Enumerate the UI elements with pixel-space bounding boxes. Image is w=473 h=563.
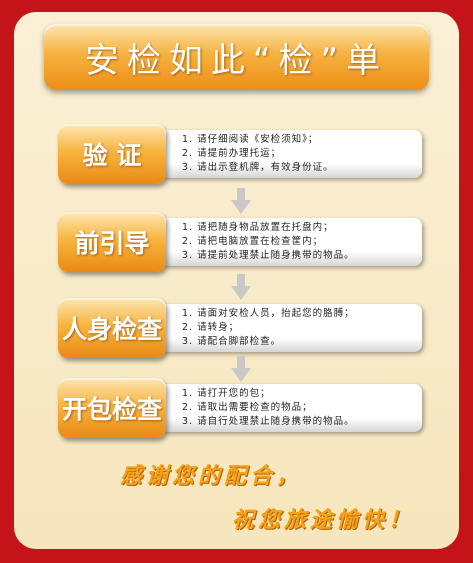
step-label-badge: 验 证: [58, 124, 166, 184]
step-label-badge: 人身检查: [58, 298, 166, 358]
instruction-line: 2. 请取出需要检查的物品；: [182, 402, 313, 413]
instruction-line: 1. 请面对安检人员，抬起您的胳膊；: [182, 308, 355, 319]
step-instructions-box: 1. 请把随身物品放置在托盘内； 2. 请把电脑放置在检查筐内； 3. 请提前处…: [160, 218, 422, 266]
arrow-down-icon: [231, 274, 251, 300]
arrow-down-icon: [231, 188, 251, 214]
step-instructions-box: 1. 请仔细阅读《安检须知》； 2. 请提前办理托运； 3. 请出示登机牌，有效…: [160, 130, 422, 178]
instruction-line: 3. 请自行处理禁止随身携带的物品。: [182, 416, 355, 427]
step-verify: 1. 请仔细阅读《安检须知》； 2. 请提前办理托运； 3. 请出示登机牌，有效…: [58, 124, 422, 184]
step-instructions-box: 1. 请打开您的包； 2. 请取出需要检查的物品； 3. 请自行处理禁止随身携带…: [160, 384, 422, 432]
instruction-line: 1. 请仔细阅读《安检须知》；: [182, 134, 319, 145]
instruction-line: 1. 请打开您的包；: [182, 388, 271, 399]
step-pre-guide: 1. 请把随身物品放置在托盘内； 2. 请把电脑放置在检查筐内； 3. 请提前处…: [58, 212, 422, 272]
poster-panel: [14, 12, 459, 549]
arrow-down-icon: [231, 356, 251, 382]
instruction-line: 2. 请把电脑放置在检查筐内；: [182, 236, 324, 247]
step-label: 前引导: [74, 229, 150, 258]
title-banner: 安检如此“检”单: [44, 24, 429, 90]
instruction-line: 2. 请转身；: [182, 322, 240, 333]
instruction-line: 3. 请提前处理禁止随身携带的物品。: [182, 250, 355, 261]
page-title: 安检如此“检”单: [84, 40, 389, 81]
step-bag-check: 1. 请打开您的包； 2. 请取出需要检查的物品； 3. 请自行处理禁止随身携带…: [58, 378, 422, 438]
thanks-line: 感谢您的配合，: [120, 464, 303, 489]
instruction-line: 3. 请配合脚部检查。: [182, 336, 282, 347]
wishes-line: 祝您旅途愉快！: [232, 508, 415, 533]
instruction-line: 2. 请提前办理托运；: [182, 148, 282, 159]
step-label: 人身检查: [61, 315, 162, 344]
step-body-check: 1. 请面对安检人员，抬起您的胳膊； 2. 请转身； 3. 请配合脚部检查。 人…: [58, 298, 422, 358]
step-label-badge: 开包检查: [58, 378, 166, 438]
instruction-line: 3. 请出示登机牌，有效身份证。: [182, 162, 334, 173]
instruction-line: 1. 请把随身物品放置在托盘内；: [182, 222, 334, 233]
step-label: 开包检查: [61, 395, 162, 424]
step-label: 验 证: [82, 141, 142, 170]
step-instructions-box: 1. 请面对安检人员，抬起您的胳膊； 2. 请转身； 3. 请配合脚部检查。: [160, 304, 422, 352]
step-label-badge: 前引导: [58, 212, 166, 272]
